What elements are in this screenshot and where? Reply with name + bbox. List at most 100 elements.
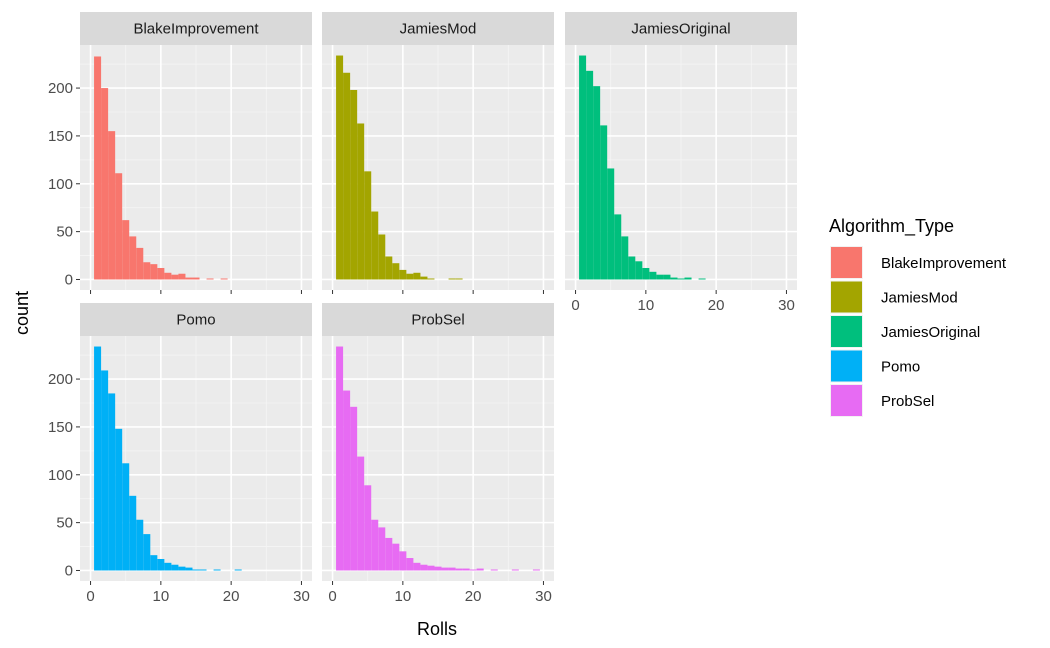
bar-BlakeImprovement-1 [94, 56, 102, 280]
y-axis-title: count [12, 291, 32, 335]
bar-Pomo-12 [171, 564, 179, 571]
bar-JamiesOriginal-3 [593, 86, 601, 280]
legend-key-ProbSel [831, 385, 862, 416]
x-tick-label: 0 [328, 588, 336, 605]
y-tick-label: 150 [48, 128, 73, 145]
bar-ProbSel-14 [427, 565, 435, 571]
bar-JamiesOriginal-7 [621, 236, 629, 280]
bar-ProbSel-18 [455, 568, 463, 571]
bar-BlakeImprovement-12 [171, 274, 179, 280]
bar-JamiesMod-4 [357, 123, 365, 280]
legend-label-JamiesOriginal: JamiesOriginal [881, 324, 980, 341]
facet-strip-label: JamiesMod [400, 21, 477, 38]
bar-JamiesMod-12 [413, 272, 421, 280]
legend-key-Pomo [831, 350, 862, 382]
bar-Pomo-13 [178, 566, 186, 571]
bar-JamiesOriginal-1 [579, 55, 587, 280]
facet-strip-label: JamiesOriginal [631, 21, 730, 38]
bar-ProbSel-7 [378, 527, 386, 571]
facet-strip-ProbSel [322, 303, 554, 336]
bar-BlakeImprovement-8 [143, 262, 151, 280]
y-tick-label: 100 [48, 176, 73, 193]
bar-JamiesOriginal-8 [628, 256, 636, 280]
legend-label-ProbSel: ProbSel [881, 393, 934, 410]
bar-JamiesMod-17 [448, 278, 456, 280]
bar-ProbSel-17 [448, 567, 456, 571]
x-tick-label: 10 [395, 588, 412, 605]
bar-ProbSel-10 [399, 551, 407, 571]
x-tick-label: 20 [708, 297, 725, 314]
bar-ProbSel-15 [434, 566, 442, 571]
bar-BlakeImprovement-17 [206, 278, 214, 280]
bar-JamiesOriginal-5 [607, 168, 615, 280]
bar-JamiesOriginal-16 [684, 277, 692, 280]
bar-ProbSel-5 [364, 485, 372, 571]
x-tick-label: 20 [465, 588, 482, 605]
bar-JamiesOriginal-18 [698, 278, 706, 280]
x-tick-label: 30 [778, 297, 795, 314]
bar-Pomo-6 [129, 495, 137, 571]
bar-JamiesMod-9 [392, 263, 400, 280]
bar-ProbSel-19 [462, 568, 470, 571]
bar-ProbSel-11 [406, 558, 414, 571]
facet-strip-label: Pomo [176, 312, 215, 329]
legend-label-Pomo: Pomo [881, 359, 920, 376]
x-tick-label: 10 [638, 297, 655, 314]
bar-JamiesMod-5 [364, 171, 372, 280]
bar-JamiesOriginal-14 [670, 277, 678, 280]
bar-ProbSel-12 [413, 562, 421, 571]
legend-label-BlakeImprovement: BlakeImprovement [881, 255, 1007, 272]
bar-ProbSel-23 [490, 569, 498, 571]
y-tick-label: 50 [56, 224, 73, 241]
bar-JamiesOriginal-11 [649, 271, 657, 280]
y-tick-label: 150 [48, 419, 73, 436]
bar-Pomo-11 [164, 562, 172, 571]
bar-JamiesMod-10 [399, 269, 407, 280]
bar-ProbSel-20 [469, 569, 477, 571]
bar-BlakeImprovement-7 [136, 247, 144, 280]
legend-key-JamiesOriginal [831, 316, 862, 347]
bar-Pomo-2 [101, 370, 109, 571]
legend-key-JamiesMod [831, 281, 862, 313]
bar-Pomo-8 [143, 534, 151, 571]
bar-BlakeImprovement-14 [185, 277, 193, 280]
bar-JamiesOriginal-15 [677, 278, 685, 280]
bar-JamiesMod-7 [378, 234, 386, 280]
bar-BlakeImprovement-10 [157, 267, 165, 280]
bar-JamiesMod-11 [406, 273, 414, 280]
bar-Pomo-1 [94, 346, 102, 571]
bar-JamiesMod-18 [455, 278, 463, 280]
bar-BlakeImprovement-5 [122, 220, 130, 280]
bar-JamiesMod-1 [336, 55, 344, 280]
bar-JamiesMod-8 [385, 256, 393, 280]
bar-JamiesOriginal-10 [642, 267, 650, 280]
bar-JamiesOriginal-9 [635, 261, 643, 280]
bar-JamiesMod-3 [350, 89, 358, 280]
bar-Pomo-10 [157, 558, 165, 571]
bar-ProbSel-21 [476, 568, 484, 571]
bar-BlakeImprovement-2 [101, 88, 109, 280]
bar-ProbSel-2 [343, 390, 351, 571]
bar-Pomo-18 [213, 569, 221, 571]
facet-strip-BlakeImprovement [80, 12, 312, 45]
bar-BlakeImprovement-9 [150, 264, 158, 280]
bar-BlakeImprovement-6 [129, 236, 137, 280]
x-tick-label: 10 [153, 588, 170, 605]
bar-ProbSel-13 [420, 564, 428, 571]
y-tick-label: 0 [65, 562, 73, 579]
bar-Pomo-5 [122, 463, 130, 571]
bar-JamiesOriginal-6 [614, 214, 622, 280]
bar-JamiesOriginal-2 [586, 70, 594, 280]
bar-BlakeImprovement-4 [115, 173, 123, 280]
bar-BlakeImprovement-13 [178, 273, 186, 280]
x-tick-label: 0 [86, 588, 94, 605]
bar-Pomo-14 [185, 567, 193, 571]
bar-Pomo-21 [234, 569, 242, 571]
bar-Pomo-15 [192, 569, 200, 571]
bar-ProbSel-16 [441, 567, 449, 571]
legend-title: Algorithm_Type [829, 216, 954, 237]
bar-BlakeImprovement-15 [192, 277, 200, 280]
bar-Pomo-9 [150, 555, 158, 571]
bar-ProbSel-4 [357, 456, 365, 571]
bar-ProbSel-26 [511, 569, 519, 571]
